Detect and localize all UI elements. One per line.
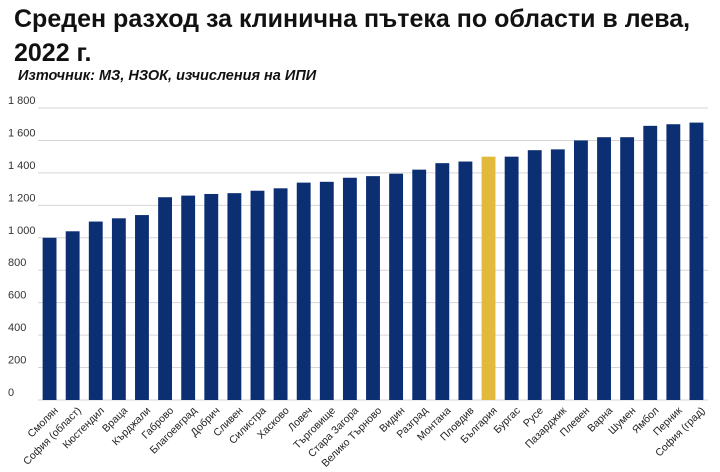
y-tick-label: 0 bbox=[8, 387, 14, 399]
bar-22 bbox=[527, 150, 542, 400]
x-tick-label: Бургас bbox=[491, 405, 522, 436]
bar-28 bbox=[666, 124, 681, 400]
y-tick-label: 800 bbox=[8, 257, 26, 269]
bar-29 bbox=[689, 122, 704, 400]
bar-16 bbox=[389, 173, 404, 400]
y-tick-label: 1 600 bbox=[8, 127, 36, 139]
chart-source: Източник: МЗ, НЗОК, изчисления на ИПИ bbox=[18, 68, 317, 84]
bar-20 bbox=[481, 156, 496, 400]
y-tick-label: 600 bbox=[8, 290, 26, 302]
bar-8 bbox=[204, 193, 219, 400]
bar-4 bbox=[111, 218, 126, 400]
y-axis-ticks: 0 200 400 600 800 1 000 1 200 1 400 1 600 1 800 bbox=[8, 95, 36, 399]
bar-23 bbox=[550, 149, 565, 400]
bar-27 bbox=[643, 125, 658, 400]
y-tick-label: 200 bbox=[8, 355, 26, 367]
bar-6 bbox=[158, 197, 172, 400]
bar-2 bbox=[65, 231, 80, 400]
bar-13 bbox=[319, 181, 334, 400]
bar-5 bbox=[135, 215, 149, 400]
y-tick-label: 1 400 bbox=[8, 160, 36, 172]
bar-17 bbox=[412, 169, 427, 400]
bar-19 bbox=[458, 161, 473, 400]
bar-10 bbox=[250, 190, 265, 400]
chart-title: Среден разход за клинична пътека по обла… bbox=[14, 5, 691, 67]
bar-24 bbox=[574, 140, 588, 400]
bar-25 bbox=[597, 137, 611, 400]
y-tick-label: 1 200 bbox=[8, 192, 36, 204]
bar-21 bbox=[504, 156, 519, 400]
bar-18 bbox=[435, 163, 450, 400]
bar-15 bbox=[366, 176, 380, 400]
bar-3 bbox=[88, 221, 103, 400]
bar-26 bbox=[620, 137, 635, 400]
bar-11 bbox=[273, 188, 288, 400]
bar-1 bbox=[42, 237, 57, 400]
y-tick-label: 400 bbox=[8, 322, 26, 334]
y-tick-label: 1 800 bbox=[8, 95, 36, 107]
bars bbox=[42, 122, 704, 400]
bar-7 bbox=[181, 195, 196, 400]
bar-14 bbox=[342, 177, 357, 400]
bar-9 bbox=[227, 193, 242, 400]
bar-12 bbox=[296, 182, 311, 400]
y-tick-label: 1 000 bbox=[8, 225, 36, 237]
